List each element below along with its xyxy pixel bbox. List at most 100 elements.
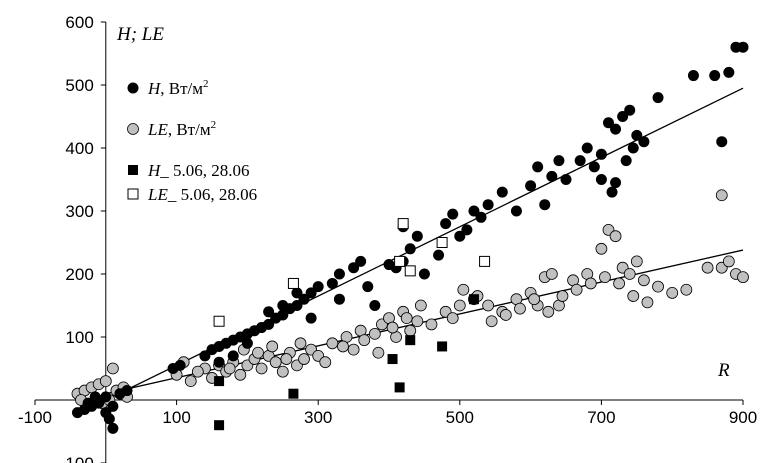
data-point-filled-circle [440, 218, 452, 230]
y-tick-label: -100 [60, 454, 94, 463]
data-point-gray-circle [184, 375, 197, 388]
data-point-filled-circle [447, 208, 459, 220]
data-point-filled-circle [411, 230, 423, 242]
y-axis-title: H; LE [116, 24, 164, 45]
y-axis-ticks: -100 100 200 300 400 500 600 [60, 13, 106, 463]
data-point-gray-circle [372, 346, 385, 359]
data-point-filled-circle [560, 174, 572, 185]
legend-label: LE_ 5.06, 28.06 [147, 185, 257, 204]
data-point-filled-circle [610, 177, 622, 189]
data-point-filled-circle [574, 155, 586, 167]
data-point-filled-circle [82, 397, 94, 409]
data-point-filled-circle [107, 422, 119, 434]
data-point-filled-circle [595, 174, 607, 185]
x-tick-label: 900 [729, 408, 757, 427]
x-tick-label: -100 [18, 408, 52, 427]
data-point-gray-circle [252, 346, 264, 359]
data-point-filled-circle [107, 400, 119, 412]
data-point-filled-square [387, 354, 398, 365]
y-tick-label: 500 [65, 76, 93, 95]
data-point-filled-circle [606, 186, 618, 198]
data-point-filled-circle [305, 312, 317, 324]
data-point-open-square [404, 265, 416, 277]
data-point-gray-circle [266, 340, 279, 353]
data-point-filled-circle [553, 155, 565, 167]
x-tick-label: 700 [587, 408, 615, 427]
data-point-filled-square [214, 420, 225, 431]
data-point-open-square [287, 277, 299, 289]
data-point-filled-square [405, 335, 416, 346]
data-point-filled-square [214, 376, 225, 387]
data-point-gray-circle [499, 309, 512, 321]
data-point-open-square [479, 255, 491, 267]
data-point-gray-circle [280, 353, 293, 365]
legend-marker [128, 165, 138, 175]
data-point-gray-circle [191, 365, 204, 378]
data-point-filled-circle [510, 205, 522, 217]
data-point-filled-circle [348, 262, 360, 274]
data-point-gray-circle [99, 375, 112, 388]
data-point-filled-circle [620, 155, 632, 167]
data-point-filled-circle [277, 300, 289, 311]
data-point-filled-circle [631, 129, 643, 141]
data-point-filled-square [288, 388, 299, 399]
data-point-open-square [397, 218, 409, 230]
data-point-filled-circle [227, 350, 239, 362]
data-point-filled-circle [723, 66, 735, 78]
data-point-filled-circle [263, 318, 275, 330]
data-point-gray-circle [584, 277, 597, 290]
data-point-filled-circle [617, 111, 629, 122]
legend: H, Вт/м2 LE, Вт/м2 H_ 5.06, 28.06 LE_ 5.06,… [127, 78, 257, 204]
data-point-filled-circle [737, 41, 749, 53]
data-point-gray-circle [722, 255, 735, 268]
data-point-gray-circle [255, 362, 268, 375]
data-point-filled-circle [263, 306, 275, 318]
data-point-gray-circle [298, 353, 310, 365]
x-tick-label: 300 [304, 408, 332, 427]
data-point-gray-circle [386, 321, 399, 334]
data-point-gray-circle [627, 290, 640, 302]
data-point-filled-circle [199, 350, 211, 362]
data-point-gray-circle [514, 302, 526, 315]
data-point-gray-circle [294, 337, 307, 350]
data-point-gray-circle [319, 356, 332, 369]
data-point-filled-circle [624, 104, 636, 116]
data-point-gray-circle [680, 283, 693, 296]
data-point-filled-circle [404, 243, 416, 255]
x-tick-label: 500 [446, 408, 474, 427]
data-point-filled-circle [638, 136, 650, 148]
y-tick-label: 100 [65, 328, 93, 347]
data-point-gray-circle [276, 365, 289, 378]
data-point-filled-circle [298, 293, 310, 305]
x-axis-title: R [717, 360, 730, 381]
data-point-gray-circle [613, 277, 625, 290]
data-point-gray-circle [223, 362, 236, 375]
data-point-gray-circle [457, 283, 470, 296]
data-point-filled-circle [595, 148, 607, 160]
x-tick-label: 100 [162, 408, 190, 427]
y-tick-label: 300 [65, 202, 93, 221]
data-points [71, 41, 749, 434]
data-point-gray-circle [400, 312, 413, 325]
data-point-filled-circle [461, 224, 473, 236]
data-point-filled-circle [525, 180, 537, 192]
data-point-gray-circle [358, 334, 371, 347]
data-point-gray-circle [545, 268, 558, 280]
legend-marker [127, 188, 139, 200]
data-point-filled-circle [121, 385, 133, 397]
data-point-filled-circle [100, 391, 112, 403]
data-point-filled-circle [333, 293, 345, 305]
data-point-filled-circle [539, 199, 551, 211]
data-point-filled-circle [627, 142, 639, 154]
data-point-filled-circle [454, 230, 466, 242]
data-point-filled-circle [103, 413, 115, 425]
data-point-filled-circle [241, 337, 253, 349]
data-point-gray-circle [666, 286, 679, 299]
data-point-filled-circle [468, 205, 480, 217]
data-point-filled-circle [581, 142, 593, 154]
data-point-filled-circle [532, 161, 544, 173]
data-point-filled-circle [333, 268, 345, 280]
data-point-filled-circle [588, 161, 600, 173]
data-point-gray-circle [411, 315, 424, 328]
data-point-filled-circle [326, 277, 338, 289]
